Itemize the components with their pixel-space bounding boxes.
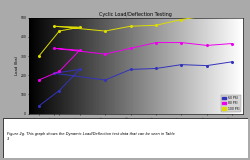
Text: Figure 2g. This graph shows the Dynamic Load/Deflection test data that can be se: Figure 2g. This graph shows the Dynamic … [8,132,175,141]
Title: Cyclic Load/Deflection Testing: Cyclic Load/Deflection Testing [99,12,172,16]
FancyBboxPatch shape [2,118,248,158]
X-axis label: Deflection (in): Deflection (in) [122,127,150,131]
Y-axis label: Load (lbs): Load (lbs) [15,56,19,75]
Legend: 60 PSI, 80 PSI, 100 PSI: 60 PSI, 80 PSI, 100 PSI [221,95,241,112]
